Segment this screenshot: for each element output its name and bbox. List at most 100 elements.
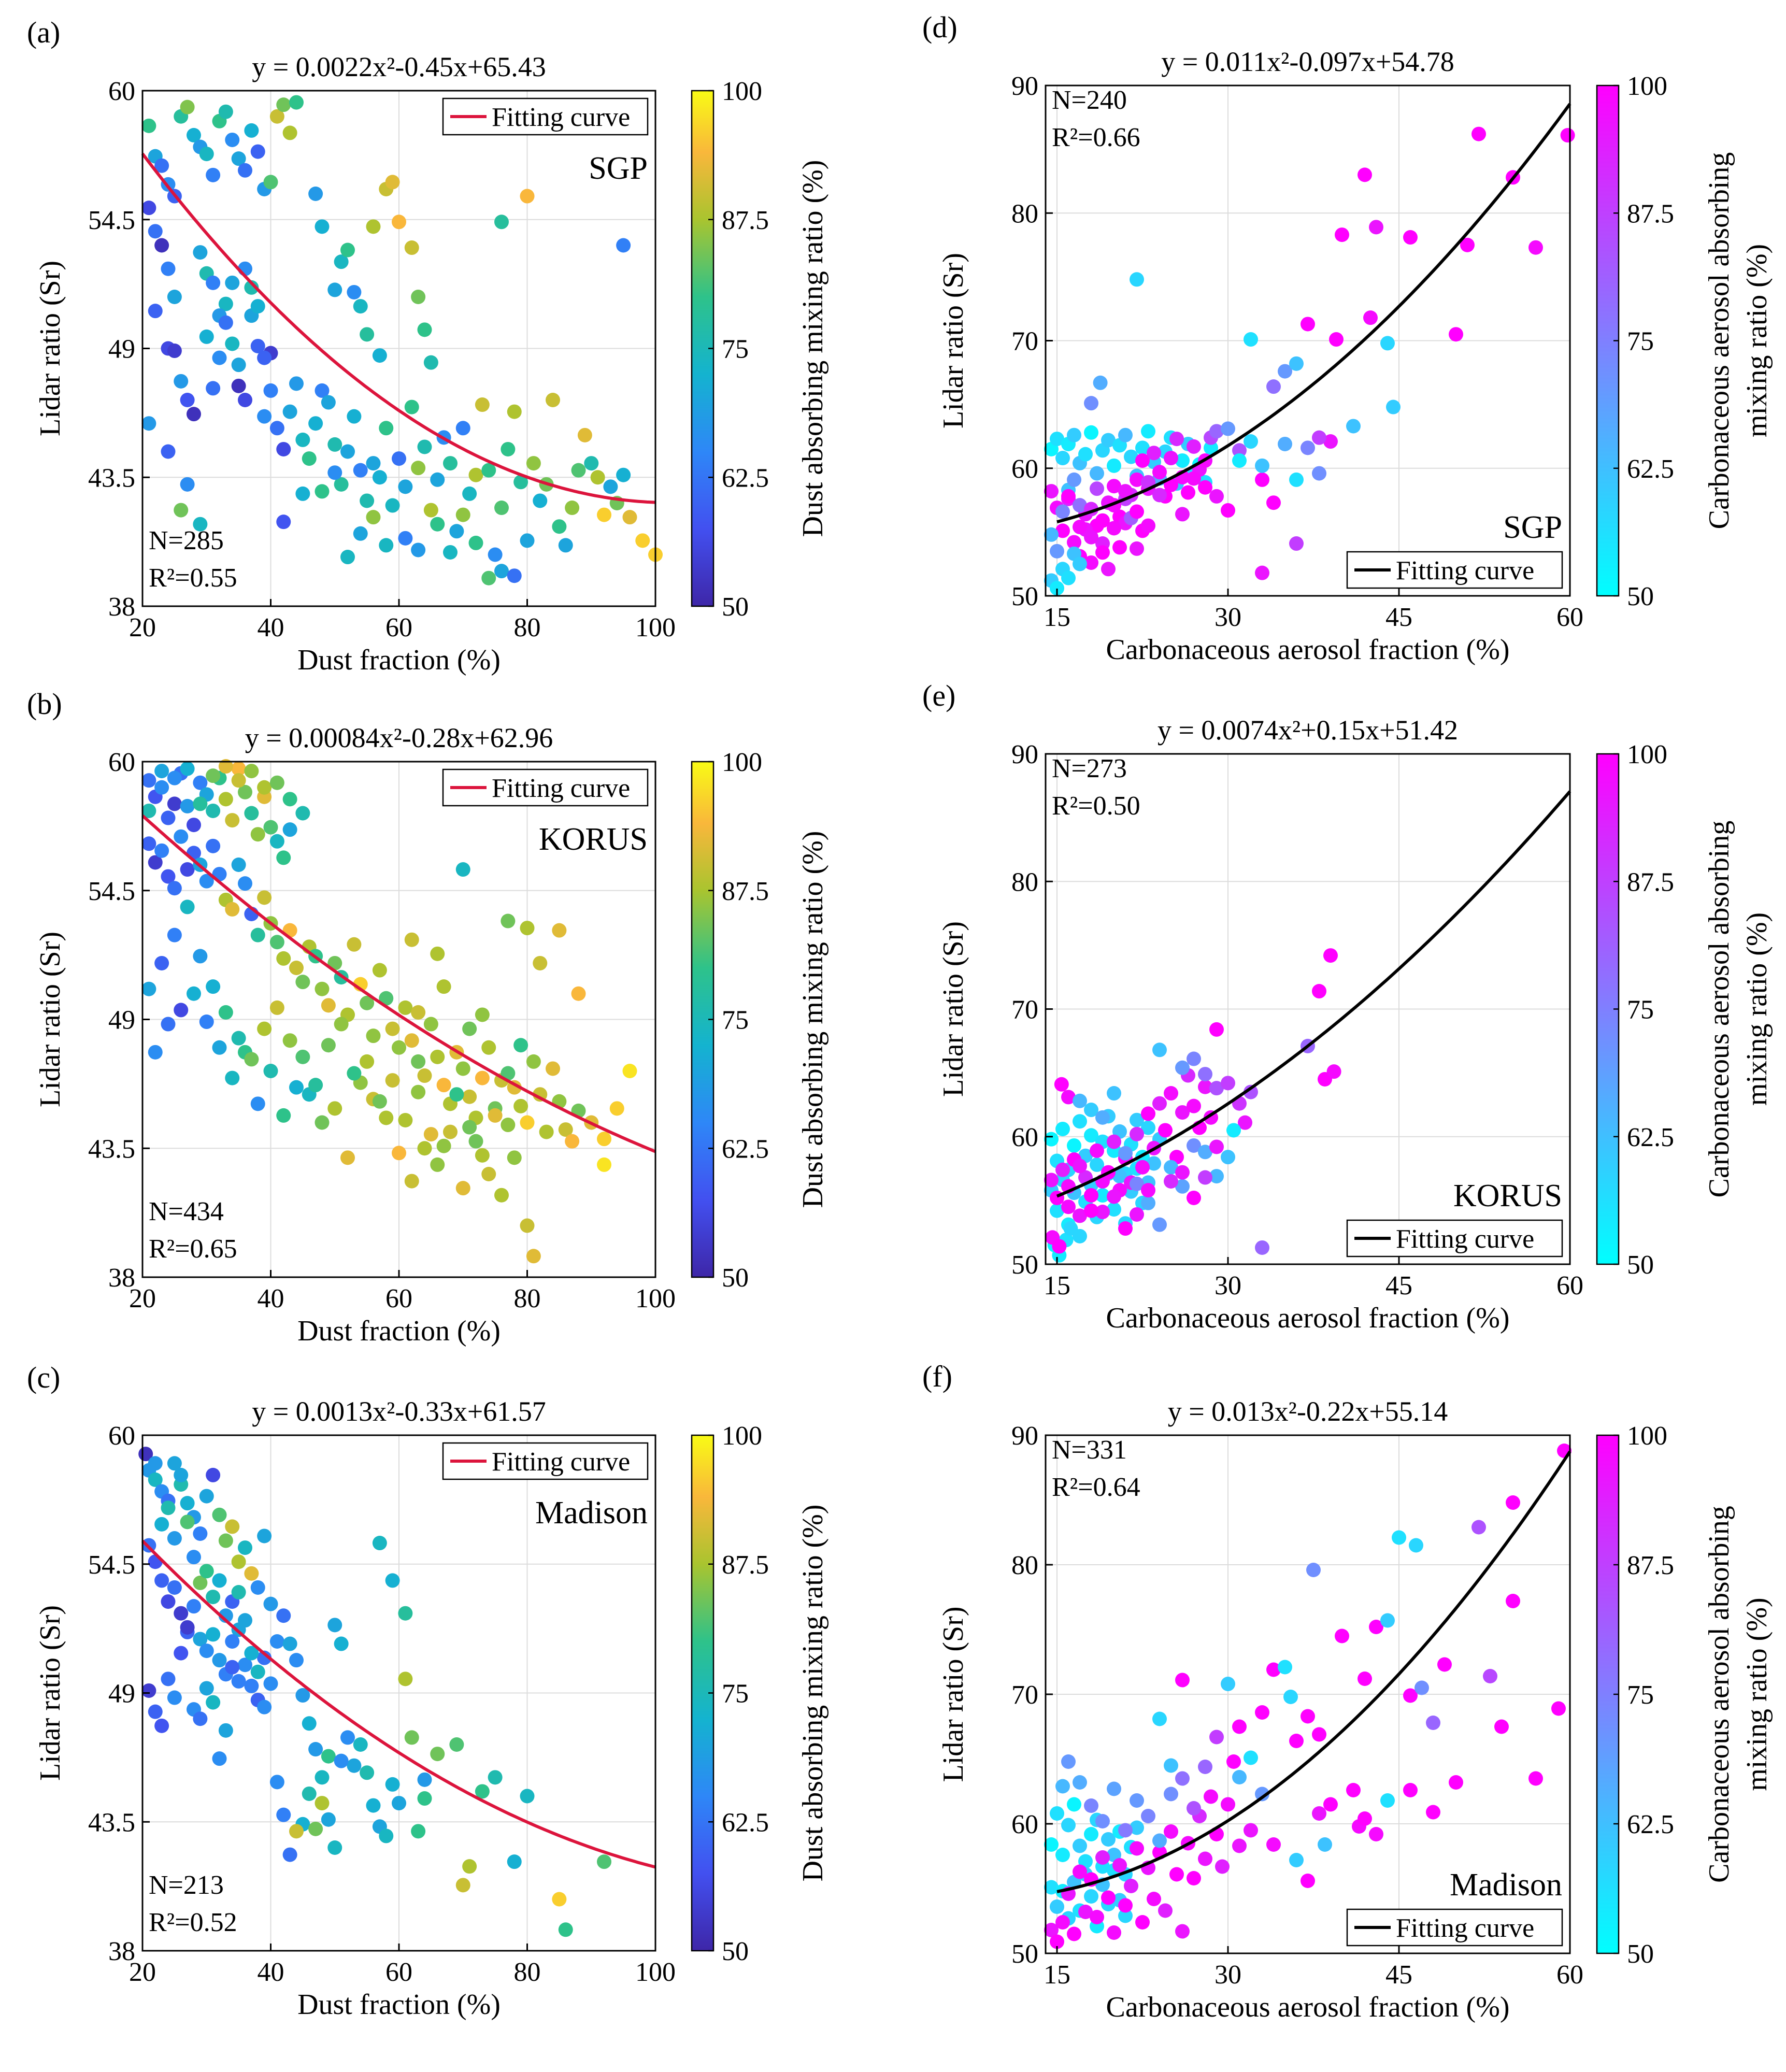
- data-point: [353, 299, 368, 314]
- data-point: [238, 393, 252, 407]
- data-point: [462, 1089, 477, 1104]
- data-point: [244, 1678, 259, 1693]
- colorbar-tick-label: 87.5: [1627, 867, 1674, 897]
- data-point: [1209, 424, 1224, 439]
- data-point: [507, 568, 522, 583]
- data-point: [1095, 513, 1110, 528]
- data-point: [315, 1796, 330, 1811]
- colorbar-tick-label: 75: [722, 335, 749, 364]
- data-point: [206, 1467, 221, 1482]
- colorbar-tick-label: 100: [1627, 72, 1667, 101]
- data-point: [1050, 1934, 1064, 1949]
- data-point: [1471, 1520, 1486, 1535]
- y-tick-label: 43.5: [88, 1808, 135, 1837]
- legend-label: Fitting curve: [492, 1447, 630, 1477]
- data-point: [423, 1127, 438, 1142]
- data-point: [218, 759, 233, 774]
- data-point: [1255, 1240, 1269, 1255]
- data-point: [347, 937, 362, 952]
- equation-title: y = 0.011x²-0.097x+54.78: [1161, 46, 1454, 77]
- data-point: [1301, 317, 1315, 332]
- data-point: [161, 1017, 176, 1032]
- fit-curve: [141, 814, 656, 1153]
- data-point: [430, 946, 445, 961]
- data-point: [1403, 1783, 1418, 1797]
- data-point: [411, 461, 426, 476]
- data-point: [1164, 1174, 1178, 1189]
- data-point: [404, 399, 419, 415]
- data-point: [423, 1017, 438, 1032]
- data-point: [501, 1066, 516, 1081]
- y-axis-label: Lidar ratio (Sr): [937, 921, 969, 1097]
- y-tick-label: 49: [108, 1679, 135, 1709]
- data-point: [174, 1646, 189, 1661]
- data-point: [1073, 1159, 1087, 1174]
- r2-value: R²=0.55: [149, 563, 237, 593]
- data-point: [161, 1594, 176, 1609]
- data-point: [475, 1007, 490, 1022]
- site-label: Madison: [1450, 1867, 1562, 1903]
- x-tick-label: 20: [129, 613, 156, 642]
- data-point: [1346, 419, 1361, 434]
- data-point: [231, 761, 246, 776]
- data-point: [1198, 1760, 1212, 1774]
- data-point: [161, 1501, 176, 1516]
- y-tick-label: 90: [1011, 740, 1038, 769]
- data-point: [398, 1606, 413, 1621]
- r2-value: R²=0.52: [149, 1908, 237, 1937]
- data-point: [167, 770, 182, 785]
- data-point: [154, 780, 169, 795]
- data-point: [1283, 1690, 1298, 1704]
- data-point: [1141, 1183, 1155, 1198]
- data-point: [1112, 1169, 1127, 1184]
- data-point: [385, 175, 400, 190]
- data-point: [282, 792, 297, 807]
- data-point: [206, 275, 221, 290]
- data-point: [404, 932, 419, 947]
- data-point: [1061, 570, 1076, 585]
- data-point: [218, 1608, 233, 1623]
- data-point: [622, 510, 637, 525]
- data-point: [552, 1892, 567, 1907]
- y-tick-label: 54.5: [88, 1550, 135, 1580]
- data-point: [289, 1653, 304, 1668]
- colorbar-tick-label: 75: [722, 1679, 749, 1709]
- data-point: [360, 327, 375, 342]
- colorbar-label-line-1: Carbonaceous aerosol absorbing: [1703, 152, 1735, 530]
- data-point: [154, 1718, 169, 1733]
- data-point: [520, 1789, 535, 1804]
- data-point: [1560, 128, 1575, 143]
- data-point: [1147, 1156, 1161, 1171]
- data-point: [1107, 1189, 1121, 1204]
- data-point: [392, 1040, 406, 1055]
- data-point: [347, 284, 362, 299]
- data-point: [193, 1632, 208, 1647]
- data-point: [1101, 433, 1116, 448]
- data-point: [295, 975, 310, 990]
- n-count: N=331: [1052, 1435, 1127, 1465]
- data-point: [340, 444, 355, 459]
- data-point: [1073, 1114, 1087, 1129]
- data-point: [520, 189, 535, 204]
- data-point: [276, 951, 291, 966]
- panel-label: (b): [27, 687, 62, 721]
- data-point: [141, 201, 156, 216]
- data-point: [308, 1742, 323, 1757]
- colorbar-tick-label: 75: [722, 1006, 749, 1035]
- x-tick-label: 20: [129, 1284, 156, 1313]
- data-point: [1050, 544, 1064, 559]
- data-point: [282, 1847, 297, 1862]
- data-point: [257, 1650, 272, 1665]
- data-point: [1158, 1903, 1173, 1918]
- data-point: [295, 486, 310, 501]
- data-point: [1073, 1838, 1087, 1853]
- data-point: [1050, 432, 1064, 447]
- y-tick-label: 38: [108, 1937, 135, 1966]
- data-point: [199, 1014, 214, 1030]
- data-point: [398, 1000, 413, 1015]
- data-point: [1323, 948, 1338, 963]
- data-point: [1221, 1797, 1235, 1812]
- y-axis-label: Lidar ratio (Sr): [34, 261, 66, 436]
- data-point: [1141, 1809, 1155, 1823]
